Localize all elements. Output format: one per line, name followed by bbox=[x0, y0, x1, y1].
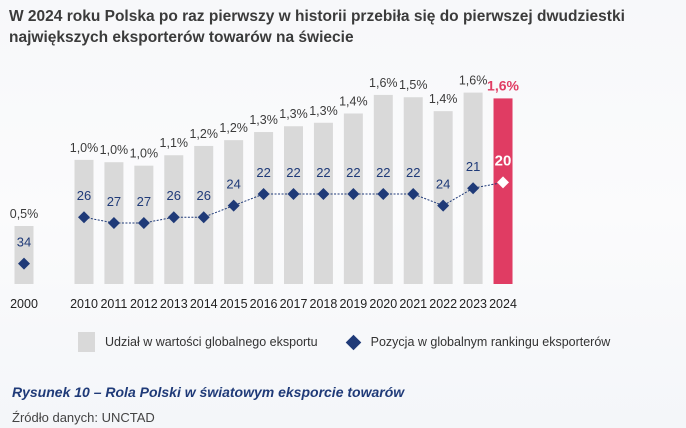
bar-label-2019: 1,4% bbox=[339, 94, 368, 108]
bar-label-2017: 1,3% bbox=[279, 107, 308, 121]
x-tick-2020: 2020 bbox=[369, 297, 397, 311]
x-tick-2019: 2019 bbox=[339, 297, 367, 311]
bar-label-2021: 1,5% bbox=[399, 78, 428, 92]
bar-label-2022: 1,4% bbox=[429, 92, 458, 106]
rank-marker-2020 bbox=[377, 188, 390, 200]
figure-caption: Rysunek 10 – Rola Polski w światowym eks… bbox=[12, 384, 405, 400]
rank-marker-2018 bbox=[317, 188, 330, 200]
x-tick-2017: 2017 bbox=[280, 297, 308, 311]
rank-label-2014: 26 bbox=[196, 188, 210, 203]
x-tick-2011: 2011 bbox=[100, 297, 127, 311]
chart: 0,5% 2000 1,0% 2010 1,0% 2011 1,0% 2012 1,1% 2013… bbox=[10, 74, 520, 311]
x-tick-2021: 2021 bbox=[399, 297, 427, 311]
rank-marker-2022 bbox=[437, 199, 450, 212]
rank-label-2020: 22 bbox=[376, 165, 390, 180]
bar-label-2014: 1,2% bbox=[189, 127, 218, 141]
bar-label-2024: 1,6% bbox=[487, 77, 519, 93]
bar-2024 bbox=[493, 98, 513, 285]
bar-label-2023: 1,6% bbox=[459, 74, 488, 88]
rank-marker-2023 bbox=[467, 182, 480, 195]
rank-label-2023: 21 bbox=[466, 159, 480, 174]
legend-bar-label: Udział w wartości globalnego eksportu bbox=[105, 335, 318, 349]
bar-2016 bbox=[254, 132, 274, 284]
legend-bar-swatch bbox=[78, 332, 95, 352]
bar-label-2013: 1,1% bbox=[160, 136, 189, 150]
x-tick-2010: 2010 bbox=[70, 297, 98, 311]
bar-label-2018: 1,3% bbox=[309, 104, 338, 118]
bar-label-2016: 1,3% bbox=[249, 113, 278, 127]
rank-marker-2015 bbox=[227, 199, 240, 212]
rank-label-2013: 26 bbox=[167, 188, 181, 203]
data-source: Źródło danych: UNCTAD bbox=[12, 410, 155, 425]
rank-marker-2013 bbox=[167, 211, 180, 224]
rank-label-2021: 22 bbox=[406, 165, 420, 180]
bar-2000 bbox=[14, 226, 34, 284]
bar-label-2010: 1,0% bbox=[70, 141, 99, 155]
x-tick-2012: 2012 bbox=[130, 297, 158, 311]
rank-marker-2019 bbox=[347, 188, 360, 200]
bar-label-2000: 0,5% bbox=[10, 207, 39, 221]
rank-marker-2000 bbox=[18, 257, 30, 270]
bar-label-2020: 1,6% bbox=[369, 76, 398, 90]
rank-label-2017: 22 bbox=[286, 165, 300, 180]
bar-2017 bbox=[284, 126, 304, 285]
rank-marker-2014 bbox=[197, 211, 210, 224]
rank-label-2000: 34 bbox=[17, 235, 31, 250]
x-tick-2015: 2015 bbox=[220, 297, 248, 311]
x-tick-2024: 2024 bbox=[489, 297, 517, 311]
x-tick-2022: 2022 bbox=[429, 297, 457, 311]
bar-label-2012: 1,0% bbox=[130, 147, 159, 161]
rank-label-2010: 26 bbox=[77, 188, 91, 203]
bar-2015 bbox=[224, 140, 244, 284]
rank-label-2019: 22 bbox=[346, 165, 360, 180]
x-tick-2013: 2013 bbox=[160, 297, 188, 311]
x-tick-2018: 2018 bbox=[310, 297, 338, 311]
x-tick-2014: 2014 bbox=[190, 297, 218, 311]
rank-marker-2017 bbox=[287, 188, 300, 200]
legend: Udział w wartości globalnego eksportu Po… bbox=[78, 332, 610, 352]
rank-marker-2010 bbox=[78, 211, 90, 224]
rank-marker-2021 bbox=[407, 188, 420, 200]
legend-diamond-icon bbox=[345, 334, 361, 350]
rank-marker-2016 bbox=[257, 188, 270, 200]
rank-label-2024: 20 bbox=[495, 152, 512, 169]
legend-line-label: Pozycja w globalnym rankingu eksporterów bbox=[370, 335, 611, 349]
bar-label-2015: 1,2% bbox=[219, 121, 248, 135]
rank-label-2022: 24 bbox=[436, 177, 450, 192]
rank-label-2016: 22 bbox=[256, 165, 270, 180]
bar-2022 bbox=[433, 111, 453, 284]
bar-2018 bbox=[313, 122, 333, 284]
rank-marker-2011 bbox=[107, 217, 120, 229]
rank-marker-2012 bbox=[137, 217, 150, 229]
x-tick-2000: 2000 bbox=[10, 297, 38, 311]
rank-marker-2024 bbox=[497, 176, 510, 189]
rank-label-2012: 27 bbox=[137, 194, 151, 209]
bar-label-2011: 1,0% bbox=[100, 143, 129, 157]
rank-label-2011: 27 bbox=[107, 194, 121, 209]
rank-label-2018: 22 bbox=[316, 165, 330, 180]
x-tick-2023: 2023 bbox=[459, 297, 487, 311]
rank-label-2015: 24 bbox=[226, 177, 240, 192]
x-tick-2016: 2016 bbox=[250, 297, 278, 311]
chart-title: W 2024 roku Polska po raz pierwszy w his… bbox=[9, 8, 625, 46]
